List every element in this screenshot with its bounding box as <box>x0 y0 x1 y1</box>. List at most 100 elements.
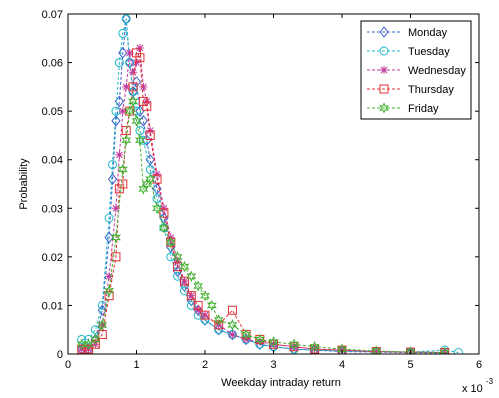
data-point-thursday <box>214 320 224 330</box>
data-point-friday <box>124 105 135 117</box>
legend-item-thursday: Thursday <box>367 84 454 96</box>
data-point-wednesday <box>129 68 138 77</box>
data-point-monday <box>118 47 128 59</box>
data-point-friday <box>172 251 183 263</box>
data-point-thursday <box>118 179 128 189</box>
data-point-wednesday <box>255 337 264 346</box>
data-point-friday <box>128 95 139 108</box>
data-point-thursday <box>193 300 203 310</box>
legend-label: Monday <box>408 27 448 39</box>
data-point-thursday <box>186 291 196 301</box>
legend-marker <box>379 26 389 38</box>
x-axis-multiplier: x 10 -3 <box>462 377 494 395</box>
data-point-friday <box>193 280 204 292</box>
data-point-wednesday <box>187 291 196 300</box>
data-point-tuesday <box>77 334 87 344</box>
data-point-wednesday <box>135 44 144 52</box>
x-axis-multiplier-exponent: -3 <box>486 377 494 386</box>
data-point-tuesday <box>179 286 189 296</box>
data-point-monday <box>138 115 148 127</box>
data-point-thursday <box>138 96 148 106</box>
data-point-wednesday <box>194 306 203 315</box>
data-point-thursday <box>152 174 162 184</box>
data-point-tuesday <box>453 348 463 354</box>
data-point-friday <box>117 163 128 176</box>
x-axis-label: Weekday intraday return <box>221 377 341 389</box>
data-point-wednesday <box>146 126 155 135</box>
series-line-tuesday <box>81 18 459 354</box>
data-point-wednesday <box>440 348 449 354</box>
data-point-wednesday <box>159 204 168 213</box>
x-tick-label: 0 <box>65 359 71 371</box>
data-point-tuesday <box>118 28 128 38</box>
legend-item-monday: Monday <box>367 26 448 39</box>
series-line-friday <box>81 99 445 354</box>
data-point-thursday <box>90 339 100 349</box>
y-tick-label: 0.03 <box>42 203 63 215</box>
legend-item-tuesday: Tuesday <box>367 46 450 58</box>
legend-item-friday: Friday <box>367 102 439 115</box>
legend-label: Tuesday <box>408 46 450 58</box>
x-tick-label: 2 <box>202 359 208 371</box>
x-tick-label: 4 <box>339 359 345 371</box>
legend-label: Wednesday <box>408 65 466 77</box>
data-point-monday <box>107 173 118 185</box>
data-point-friday <box>268 336 279 348</box>
y-tick-label: 0.05 <box>42 106 63 118</box>
data-point-friday <box>289 338 300 351</box>
data-point-thursday <box>227 305 237 315</box>
data-point-wednesday <box>122 82 131 91</box>
data-point-wednesday <box>372 347 381 354</box>
data-point-monday <box>227 328 238 341</box>
data-point-friday <box>254 333 265 346</box>
data-point-friday <box>439 346 450 354</box>
data-point-thursday <box>145 130 155 140</box>
data-point-thursday <box>114 184 124 194</box>
data-point-tuesday <box>114 58 124 68</box>
data-point-wednesday <box>115 150 124 159</box>
data-point-thursday <box>200 310 210 320</box>
data-point-tuesday <box>121 14 131 24</box>
legend: Monday Tuesday Wednesday Thursday Friday <box>360 20 472 120</box>
legend-label: Thursday <box>408 84 454 96</box>
x-tick-label: 6 <box>476 359 482 371</box>
data-point-friday <box>145 173 156 185</box>
y-tick-label: 0.07 <box>42 9 63 21</box>
data-point-wednesday <box>125 48 134 57</box>
data-point-friday <box>152 202 163 215</box>
series-layer <box>76 14 463 354</box>
data-point-monday <box>104 231 114 244</box>
data-point-monday <box>142 134 152 147</box>
y-tick-label: 0.02 <box>42 252 63 264</box>
data-point-monday <box>111 115 121 127</box>
legend-marker <box>378 102 390 114</box>
data-point-wednesday <box>132 58 141 67</box>
data-point-wednesday <box>105 272 114 281</box>
y-axis-label: Probability <box>18 158 30 210</box>
legend-item-wednesday: Wednesday <box>367 65 466 77</box>
data-point-friday <box>104 285 115 297</box>
data-point-thursday <box>142 101 152 111</box>
y-tick-label: 0 <box>57 349 63 361</box>
data-point-tuesday <box>84 334 94 344</box>
data-point-tuesday <box>186 300 196 310</box>
data-point-thursday <box>111 252 121 262</box>
y-tick-label: 0.06 <box>42 58 63 70</box>
data-point-thursday <box>135 53 145 63</box>
data-point-tuesday <box>104 213 114 223</box>
data-point-wednesday <box>228 330 237 339</box>
data-point-friday <box>179 260 190 273</box>
data-point-friday <box>199 289 211 302</box>
data-point-monday <box>241 333 251 346</box>
data-point-tuesday <box>138 135 148 145</box>
data-point-thursday <box>132 48 141 58</box>
data-point-friday <box>227 319 238 331</box>
data-point-friday <box>90 333 101 346</box>
x-axis-multiplier-base: x 10 <box>462 383 483 395</box>
data-point-friday <box>121 134 132 147</box>
series-friday <box>76 95 450 354</box>
data-point-thursday <box>77 344 87 354</box>
data-point-friday <box>186 270 197 283</box>
